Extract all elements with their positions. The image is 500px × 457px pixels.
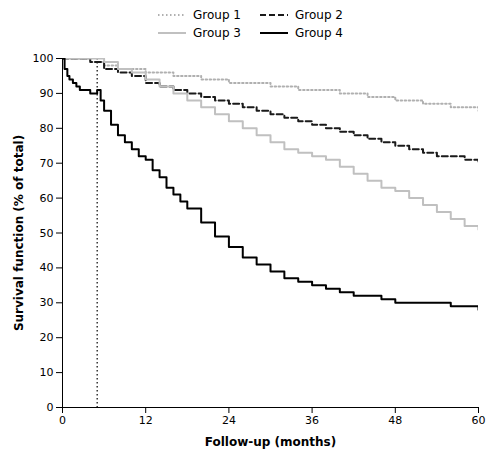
svg-text:40: 40 <box>40 261 54 274</box>
svg-text:70: 70 <box>40 157 54 170</box>
svg-text:10: 10 <box>40 366 54 379</box>
svg-text:0: 0 <box>59 414 66 427</box>
svg-text:12: 12 <box>139 414 153 427</box>
svg-text:100: 100 <box>33 52 54 65</box>
html-text:Group 1: Group 1 <box>193 8 241 22</box>
svg-text:Survival function (% of total): Survival function (% of total) <box>12 135 26 331</box>
svg-text:48: 48 <box>388 414 402 427</box>
svg-text:90: 90 <box>40 87 54 100</box>
svg-text:0: 0 <box>47 401 54 414</box>
svg-text:30: 30 <box>40 296 54 309</box>
html-text:Group 3: Group 3 <box>193 26 241 40</box>
html-text:Group 2: Group 2 <box>295 8 343 22</box>
svg-text:80: 80 <box>40 122 54 135</box>
svg-text:60: 60 <box>40 192 54 205</box>
svg-text:36: 36 <box>305 414 319 427</box>
html-text:Group 4: Group 4 <box>295 26 343 40</box>
svg-text:Follow-up (months): Follow-up (months) <box>205 435 336 449</box>
svg-text:50: 50 <box>40 227 54 240</box>
svg-text:20: 20 <box>40 331 54 344</box>
svg-text:24: 24 <box>222 414 236 427</box>
svg-text:60: 60 <box>472 414 486 427</box>
